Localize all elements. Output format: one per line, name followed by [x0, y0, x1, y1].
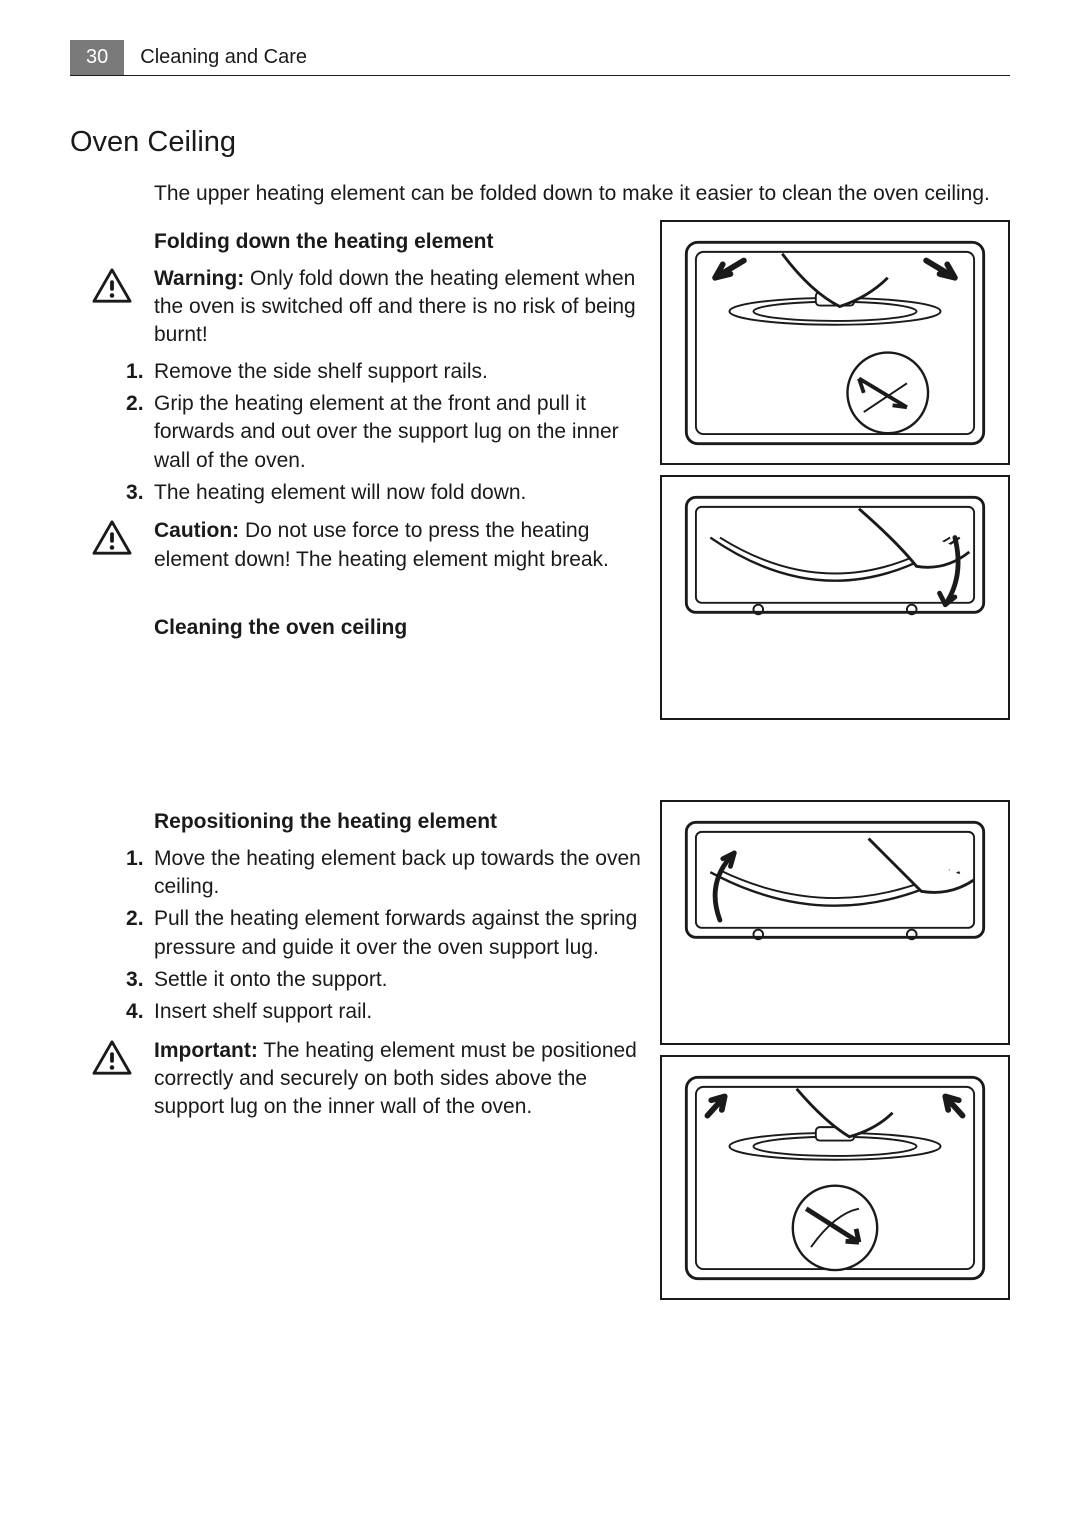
folding-figures: [660, 220, 1010, 730]
caution-text: Caution: Do not use force to press the h…: [154, 517, 642, 574]
folding-section: Folding down the heating element Warning…: [154, 220, 1010, 730]
figure-3: [660, 800, 1010, 1045]
caution-block: Caution: Do not use force to press the h…: [70, 517, 642, 574]
repositioning-step-3: Settle it onto the support.: [126, 966, 642, 994]
important-text: Important: The heating element must be p…: [154, 1037, 642, 1122]
header-bar: 30 Cleaning and Care: [70, 40, 1010, 76]
repositioning-section: Repositioning the heating element Move t…: [154, 800, 1010, 1310]
folding-step-2: Grip the heating element at the front an…: [126, 390, 642, 475]
folding-text-column: Folding down the heating element Warning…: [154, 220, 642, 650]
page-number: 30: [70, 40, 124, 75]
folding-step-3: The heating element will now fold down.: [126, 479, 642, 507]
repositioning-figures: [660, 800, 1010, 1310]
warning-triangle-icon: [70, 1037, 154, 1077]
header-section-title: Cleaning and Care: [124, 40, 323, 75]
folding-heading: Folding down the heating element: [154, 228, 642, 256]
figure-2: [660, 475, 1010, 720]
repositioning-step-2: Pull the heating element forwards agains…: [126, 905, 642, 962]
repositioning-step-4: Insert shelf support rail.: [126, 998, 642, 1026]
warning-label: Warning:: [154, 267, 244, 290]
warning-triangle-icon: [70, 265, 154, 305]
repositioning-step-1: Move the heating element back up towards…: [126, 845, 642, 902]
figure-4: [660, 1055, 1010, 1300]
cleaning-heading: Cleaning the oven ceiling: [154, 614, 642, 642]
important-label: Important:: [154, 1039, 258, 1062]
warning-block: Warning: Only fold down the heating elem…: [70, 265, 642, 350]
spacing: [154, 730, 1010, 800]
figure-1: [660, 220, 1010, 465]
warning-triangle-icon: [70, 517, 154, 557]
important-block: Important: The heating element must be p…: [70, 1037, 642, 1122]
repositioning-steps: Move the heating element back up towards…: [154, 845, 642, 1027]
repositioning-text-column: Repositioning the heating element Move t…: [154, 800, 642, 1129]
repositioning-heading: Repositioning the heating element: [154, 808, 642, 836]
content-body: The upper heating element can be folded …: [70, 180, 1010, 1310]
section-title: Oven Ceiling: [70, 126, 1010, 159]
folding-steps: Remove the side shelf support rails. Gri…: [154, 358, 642, 508]
folding-step-1: Remove the side shelf support rails.: [126, 358, 642, 386]
intro-text: The upper heating element can be folded …: [154, 180, 1010, 208]
caution-label: Caution:: [154, 519, 239, 542]
page-container: 30 Cleaning and Care Oven Ceiling The up…: [0, 0, 1080, 1370]
warning-text: Warning: Only fold down the heating elem…: [154, 265, 642, 350]
